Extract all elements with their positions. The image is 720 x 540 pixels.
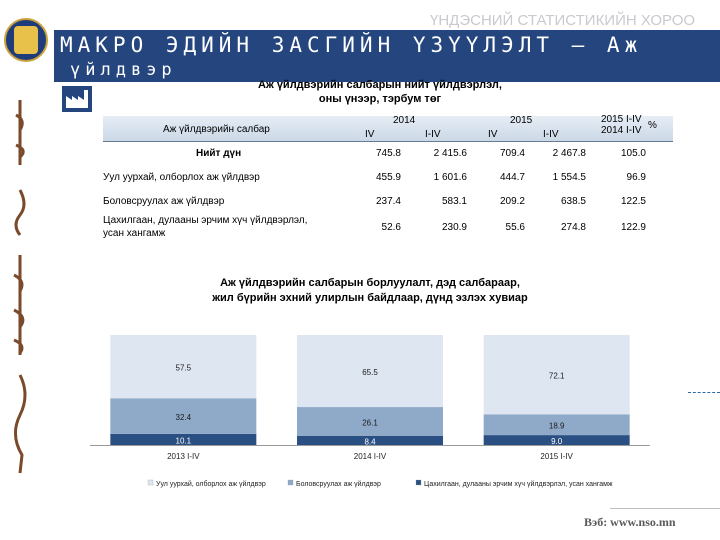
legend-entry: Боловсруулах аж үйлдвэр — [296, 480, 381, 488]
row-energy-v3: 55.6 — [505, 222, 525, 233]
row-manufacturing-v1: 237.4 — [375, 196, 401, 207]
row-energy-label-line1: Цахилгаан, дулааны эрчим хүч үйлдвэрлэл, — [103, 215, 308, 226]
row-total-v4: 2 467.8 — [552, 148, 586, 159]
bar-data-label: 72.1 — [549, 372, 565, 381]
x-tick-label: 2013 I-IV — [167, 452, 200, 461]
bar-segment — [297, 407, 443, 436]
legend-swatch — [415, 479, 422, 486]
website-link[interactable]: Вэб: www.nso.mn — [584, 515, 676, 529]
nso-emblem-icon — [4, 18, 48, 62]
title-banner — [54, 30, 720, 82]
row-energy-v5: 122.9 — [620, 222, 646, 233]
row-manufacturing-v2: 583.1 — [441, 196, 467, 207]
row-energy-v1: 52.6 — [381, 222, 401, 233]
bar-segment — [483, 335, 630, 415]
bar-data-label: 10.1 — [176, 436, 192, 445]
bar-segment — [110, 335, 257, 399]
col-header-sector: Аж үйлдвэрийн салбар — [163, 124, 270, 135]
x-tick-label: 2015 I-IV — [540, 452, 573, 461]
bar-segment — [297, 335, 443, 408]
col-header-year-2015: 2015 — [510, 115, 533, 126]
row-mining-label: Уул уурхай, олборлох аж үйлдвэр — [103, 172, 260, 183]
col-header-ratio-bottom: 2014 I-IV — [601, 125, 642, 136]
table-title-line1: Аж үйлдвэрийн салбарын нийт үйлдвэрлэл, — [258, 79, 502, 91]
row-manufacturing-label: Боловсруулах аж үйлдвэр — [103, 196, 225, 207]
row-total-label: Нийт дүн — [196, 148, 242, 159]
col-header-2015-iv: IV — [488, 129, 498, 140]
page-title-continued: үйлдвэр — [70, 60, 177, 80]
bar-data-label: 32.4 — [176, 413, 192, 422]
legend-swatch — [147, 479, 154, 486]
col-header-year-2014: 2014 — [393, 115, 416, 126]
row-mining-v1: 455.9 — [375, 172, 401, 183]
chart-title: Аж үйлдвэрийн салбарын борлуулалт, дэд с… — [180, 276, 560, 306]
bar-segment — [110, 398, 257, 434]
col-header-ratio-unit: % — [648, 120, 657, 131]
bar-data-label: 26.1 — [362, 418, 378, 427]
row-energy-v2: 230.9 — [441, 222, 467, 233]
footer-divider — [610, 508, 720, 509]
x-tick-label: 2014 I-IV — [354, 452, 387, 461]
row-manufacturing-v3: 209.2 — [499, 196, 525, 207]
legend-entry: Цахилгаан, дулааны эрчим хүч үйлдвэрлэл,… — [424, 480, 613, 488]
table-title-line2: оны үнээр, тэрбум төг — [318, 93, 442, 105]
soyombo-icon — [14, 26, 38, 54]
legend-swatch — [287, 479, 294, 486]
col-header-ratio-top: 2015 I-IV — [601, 114, 642, 125]
row-mining-v5: 96.9 — [626, 172, 646, 183]
sales-share-stacked-bar-chart: 10.1 32.4 57.5 2013 I-IV 8.4 26.1 65.5 2014 I-I… — [90, 335, 650, 488]
row-manufacturing-v4: 638.5 — [560, 196, 586, 207]
row-total-v3: 709.4 — [499, 148, 525, 159]
bar-data-label: 65.5 — [362, 368, 378, 377]
bar-data-label: 57.5 — [176, 364, 192, 373]
row-manufacturing-v5: 122.5 — [620, 196, 646, 207]
bar-data-label: 18.9 — [549, 422, 565, 431]
col-header-2014-iiv: I-IV — [425, 129, 441, 140]
table-title: Аж үйлдвэрийн салбарын нийт үйлдвэрлэл, … — [230, 78, 530, 106]
bar-segment — [483, 435, 630, 445]
row-total-v1: 745.8 — [375, 148, 401, 159]
bar-segment — [483, 414, 630, 436]
col-header-2014-iv: IV — [365, 129, 375, 140]
chart-title-line2: жил бүрийн эхний улирлын байдлаар, дүнд … — [212, 292, 528, 304]
row-mining-v2: 1 601.6 — [433, 172, 467, 183]
bar-data-label: 9.0 — [551, 437, 563, 446]
row-mining-v3: 444.7 — [499, 172, 525, 183]
row-energy-label-line2: усан хангамж — [103, 228, 166, 239]
bar-data-label: 8.4 — [364, 437, 376, 446]
org-name-faint: ҮНДЭСНИЙ СТАТИСТИКИЙН ХОРОО — [430, 12, 696, 29]
left-sidebar-strip — [0, 0, 52, 540]
row-total-v2: 2 415.6 — [433, 148, 467, 159]
bar-segment — [297, 435, 443, 445]
col-header-2015-iiv: I-IV — [543, 129, 559, 140]
bar-segment — [110, 433, 257, 445]
legend-entry: Уул уурхай, олборлох аж үйлдвэр — [156, 480, 266, 488]
mongolian-script-decoration-icon — [13, 100, 27, 474]
decorative-dashed-line — [688, 392, 720, 393]
factory-icon — [62, 86, 92, 112]
row-energy-v4: 274.8 — [560, 222, 586, 233]
page-title: МАКРО ЭДИЙН ЗАСГИЙН ҮЗҮҮЛЭЛТ – Аж — [60, 33, 643, 57]
table-header-band — [103, 116, 673, 142]
chart-title-line1: Аж үйлдвэрийн салбарын борлуулалт, дэд с… — [220, 277, 520, 289]
row-mining-v4: 1 554.5 — [552, 172, 586, 183]
row-total-v5: 105.0 — [620, 148, 646, 159]
